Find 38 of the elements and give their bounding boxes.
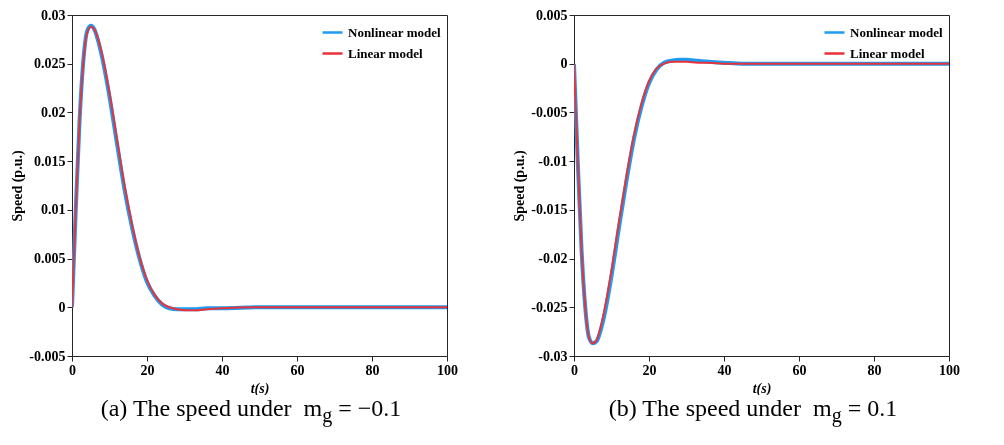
y-tick-label: 0.015: [34, 153, 66, 169]
x-tick-label: 60: [792, 362, 807, 378]
y-tick-label: -0.02: [538, 251, 568, 267]
y-tick-label: -0.005: [29, 348, 66, 364]
text: (b) The speed under m$_{g}$ = 0.1: [607, 395, 899, 427]
x-axis-title: t(s): [752, 380, 772, 397]
x-tick-label: 40: [215, 362, 230, 378]
x-tick-label: 20: [140, 362, 155, 378]
y-axis-title: Speed (p.u.): [10, 150, 27, 222]
y-tick-label: -0.01: [538, 153, 568, 169]
y-tick-label: -0.03: [538, 348, 568, 364]
y-tick-label: -0.015: [531, 202, 568, 218]
legend-label: Linear model: [850, 45, 925, 61]
y-tick-label: 0.005: [536, 7, 568, 23]
x-tick-label: 60: [290, 362, 305, 378]
text: (a) The speed under m$_{g}$ = −0.1: [99, 395, 403, 427]
x-tick-label: 20: [642, 362, 657, 378]
x-tick-label: 80: [365, 362, 380, 378]
x-tick-label: 0: [571, 362, 578, 378]
x-tick-label: 0: [69, 362, 76, 378]
x-tick-label: 40: [717, 362, 732, 378]
legend-label: Linear model: [348, 45, 423, 61]
x-tick-label: 80: [867, 362, 882, 378]
y-tick-label: 0: [58, 299, 66, 315]
y-tick-label: 0.02: [41, 104, 66, 120]
y-axis-title: Speed (p.u.): [512, 150, 529, 222]
legend-label: Nonlinear model: [348, 24, 441, 40]
y-tick-label: 0: [560, 56, 568, 72]
y-tick-label: 0.03: [41, 7, 66, 23]
x-tick-label: 100: [939, 362, 960, 378]
y-tick-label: 0.01: [41, 202, 66, 218]
x-axis-title: t(s): [250, 380, 270, 397]
y-tick-label: -0.025: [531, 299, 568, 315]
y-tick-label: -0.005: [531, 104, 568, 120]
legend-label: Nonlinear model: [850, 24, 943, 40]
y-tick-label: 0.025: [34, 56, 66, 72]
x-tick-label: 100: [437, 362, 458, 378]
y-tick-label: 0.005: [34, 251, 66, 267]
